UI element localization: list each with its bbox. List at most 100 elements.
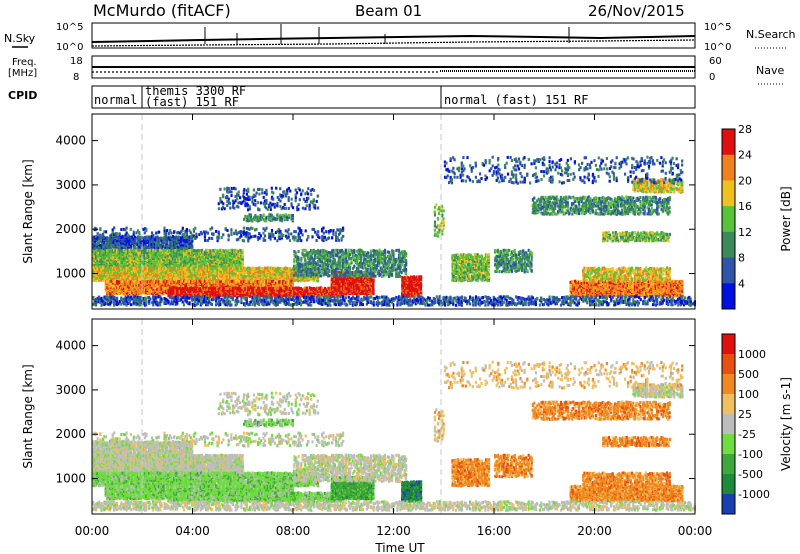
range-time-cell	[142, 264, 145, 268]
range-time-cell	[129, 243, 132, 247]
range-time-cell	[166, 274, 169, 278]
range-time-cell	[102, 247, 105, 251]
range-time-cell	[168, 269, 171, 272]
range-time-cell	[227, 249, 230, 253]
range-time-cell	[118, 236, 121, 240]
range-time-cell	[159, 236, 162, 240]
range-time-cell	[127, 257, 130, 260]
range-time-cell	[110, 255, 113, 259]
range-time-cell	[154, 266, 158, 270]
range-time-cell	[131, 262, 134, 266]
range-time-cell	[110, 249, 113, 253]
range-time-cell	[252, 273, 255, 277]
range-time-cell	[155, 265, 158, 268]
range-time-cell	[155, 245, 158, 248]
range-time-cell	[103, 270, 106, 274]
range-time-cell	[113, 250, 116, 254]
range-time-cell	[163, 245, 166, 249]
range-time-cell	[163, 247, 166, 250]
range-time-cell	[178, 267, 181, 271]
range-time-cell	[273, 274, 276, 278]
range-time-cell	[217, 269, 221, 273]
range-time-cell	[237, 271, 240, 275]
range-time-cell	[160, 256, 163, 260]
range-time-cell	[136, 263, 139, 267]
range-time-cell	[202, 276, 205, 280]
range-time-cell	[178, 273, 181, 277]
range-time-cell	[234, 257, 237, 261]
range-time-cell	[125, 266, 128, 270]
range-time-cell	[185, 273, 188, 277]
range-time-cell	[192, 263, 195, 267]
range-time-cell	[199, 255, 203, 259]
range-time-cell	[153, 273, 156, 277]
range-time-cell	[222, 266, 225, 270]
range-time-cell	[92, 246, 95, 250]
range-time-cell	[184, 239, 187, 243]
range-time-cell	[185, 259, 188, 263]
range-time-cell	[164, 237, 167, 241]
range-time-cell	[160, 238, 163, 242]
range-time-cell	[103, 264, 106, 268]
range-time-cell	[175, 265, 179, 268]
range-time-cell	[180, 250, 183, 254]
range-time-cell	[163, 262, 166, 266]
range-time-cell	[114, 249, 117, 253]
range-time-cell	[275, 272, 278, 276]
range-time-cell	[211, 251, 214, 255]
range-time-cell	[96, 256, 99, 259]
range-time-cell	[97, 254, 100, 258]
range-time-cell	[121, 258, 124, 262]
range-time-cell	[107, 268, 110, 272]
range-time-cell	[269, 266, 272, 270]
range-time-cell	[184, 266, 187, 270]
freq-tick-top: 18	[70, 56, 83, 67]
range-time-cell	[241, 271, 244, 275]
range-time-cell	[275, 274, 278, 278]
range-time-cell	[121, 270, 124, 274]
range-time-cell	[195, 249, 198, 253]
range-time-cell	[176, 267, 179, 270]
range-time-cell	[212, 273, 215, 277]
range-time-cell	[117, 253, 120, 257]
range-time-cell	[92, 242, 95, 246]
range-time-cell	[148, 249, 151, 253]
range-time-cell	[205, 248, 208, 252]
range-time-cell	[116, 248, 119, 252]
range-time-cell	[230, 268, 233, 272]
range-time-cell	[148, 262, 151, 266]
range-time-cell	[148, 269, 151, 273]
range-time-cell	[203, 253, 206, 257]
range-time-cell	[181, 235, 184, 239]
range-time-cell	[240, 249, 243, 253]
range-time-cell	[128, 248, 131, 252]
range-time-cell	[142, 266, 145, 270]
range-time-cell	[134, 267, 137, 271]
range-time-cell	[215, 249, 218, 253]
range-time-cell	[152, 257, 155, 261]
range-time-cell	[199, 266, 203, 270]
range-time-cell	[272, 276, 275, 280]
range-time-cell	[167, 249, 170, 253]
range-time-cell	[117, 244, 120, 248]
range-time-cell	[99, 235, 102, 239]
range-time-cell	[148, 266, 151, 270]
range-time-cell	[156, 258, 159, 262]
range-time-cell	[167, 247, 170, 250]
range-time-cell	[212, 278, 215, 282]
range-time-cell	[168, 266, 172, 270]
range-time-cell	[120, 257, 123, 260]
range-time-cell	[268, 276, 271, 279]
range-time-cell	[148, 242, 151, 246]
range-time-cell	[236, 260, 239, 264]
range-time-cell	[199, 273, 202, 276]
range-time-cell	[146, 266, 149, 270]
range-time-cell	[184, 250, 187, 254]
range-time-cell	[149, 262, 152, 266]
range-time-cell	[176, 243, 179, 247]
range-time-cell	[177, 270, 180, 274]
range-time-cell	[156, 278, 159, 282]
range-time-cell	[116, 274, 119, 278]
range-time-cell	[219, 263, 222, 267]
range-time-cell	[159, 254, 162, 258]
